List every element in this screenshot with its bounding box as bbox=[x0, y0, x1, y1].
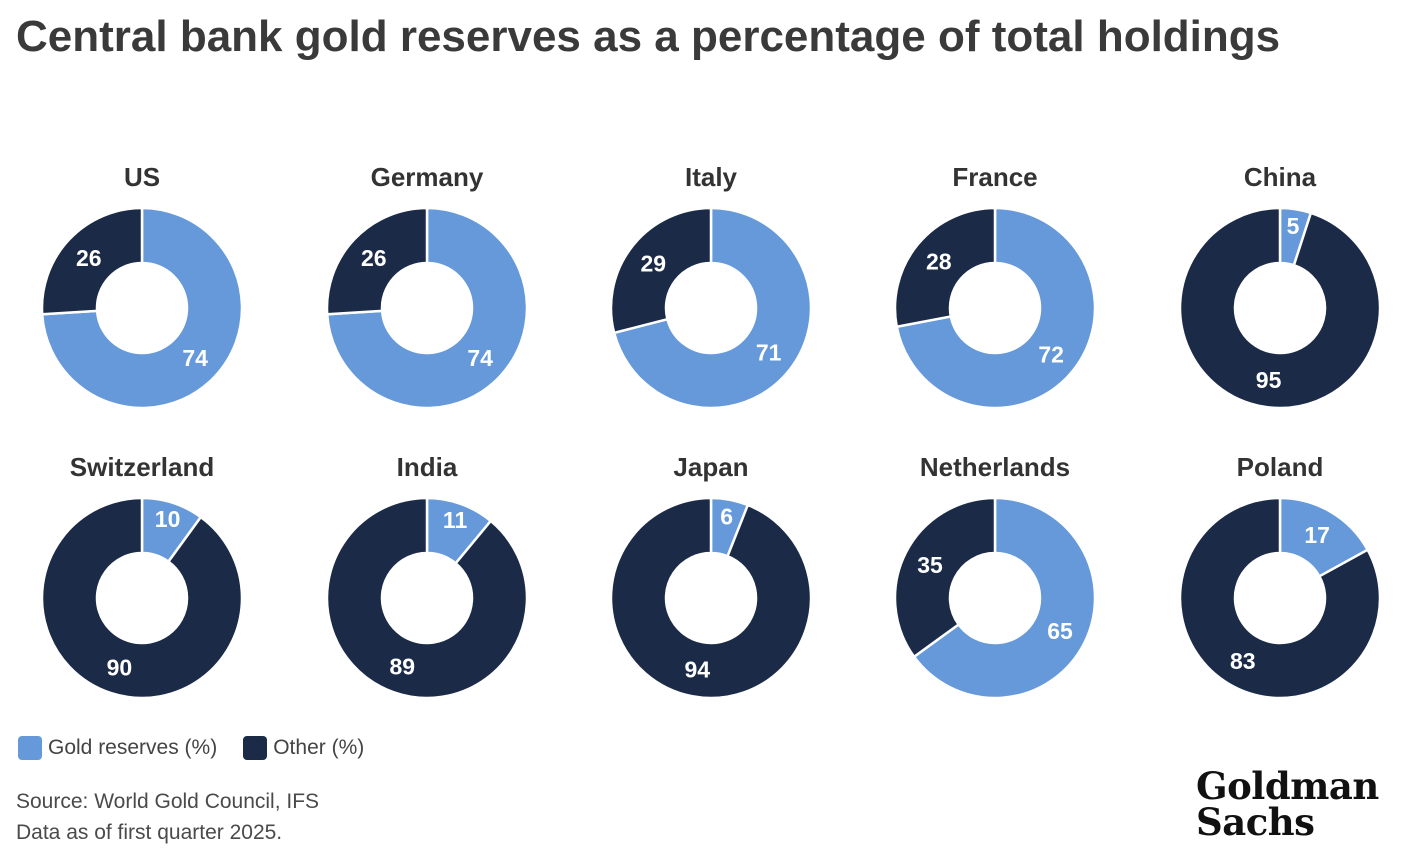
label-gold-germany: 74 bbox=[467, 345, 493, 371]
label-gold-france: 72 bbox=[1038, 342, 1064, 368]
source-note: Source: World Gold Council, IFS Data as … bbox=[16, 786, 319, 848]
donut-netherlands: Netherlands 65 35 bbox=[893, 452, 1097, 700]
chart-title-switzerland: Switzerland bbox=[70, 452, 214, 482]
donut-india: India 11 89 bbox=[325, 452, 529, 700]
slice-other-poland bbox=[1178, 496, 1382, 700]
slice-other-netherlands bbox=[893, 496, 997, 659]
slice-other-japan bbox=[609, 496, 813, 700]
label-other-china: 95 bbox=[1256, 367, 1282, 393]
label-other-netherlands: 35 bbox=[917, 552, 943, 578]
label-other-us: 26 bbox=[76, 245, 102, 271]
slice-other-china bbox=[1178, 206, 1382, 410]
donut-poland: Poland 17 83 bbox=[1178, 452, 1382, 700]
donut-charts: US 74 26 Germany 74 26 Italy 71 29 France 72 28 Chin… bbox=[40, 162, 1382, 700]
label-other-italy: 29 bbox=[641, 250, 667, 276]
label-gold-china: 5 bbox=[1287, 213, 1300, 239]
label-other-france: 28 bbox=[926, 249, 952, 275]
label-gold-india: 11 bbox=[443, 507, 468, 533]
label-gold-us: 74 bbox=[182, 345, 208, 371]
chart-title-poland: Poland bbox=[1237, 452, 1324, 482]
legend-swatch-gold bbox=[18, 736, 42, 760]
chart-title-china: China bbox=[1244, 162, 1317, 192]
donut-germany: Germany 74 26 bbox=[325, 162, 529, 410]
chart-title-us: US bbox=[124, 162, 160, 192]
label-gold-japan: 6 bbox=[720, 504, 733, 530]
slice-other-germany bbox=[325, 206, 429, 316]
donut-france: France 72 28 bbox=[893, 162, 1097, 410]
slice-gold-netherlands bbox=[912, 496, 1097, 700]
label-other-japan: 94 bbox=[685, 657, 711, 683]
donut-china: China 5 95 bbox=[1178, 162, 1382, 410]
goldman-sachs-logo: Goldman Sachs bbox=[1196, 764, 1379, 844]
chart-title-india: India bbox=[397, 452, 458, 482]
label-other-switzerland: 90 bbox=[107, 654, 133, 680]
slice-gold-italy bbox=[612, 206, 813, 410]
label-gold-switzerland: 10 bbox=[155, 506, 181, 532]
legend-label-gold: Gold reserves (%) bbox=[48, 736, 218, 759]
slice-other-us bbox=[40, 206, 144, 316]
label-other-india: 89 bbox=[390, 654, 416, 680]
chart-title-japan: Japan bbox=[673, 452, 748, 482]
label-gold-italy: 71 bbox=[756, 340, 782, 366]
chart-title-france: France bbox=[952, 162, 1037, 192]
chart-title-germany: Germany bbox=[371, 162, 484, 192]
logo-line-2: Sachs bbox=[1196, 800, 1315, 844]
slice-other-switzerland bbox=[40, 496, 244, 700]
legend-item-other: Other (%) bbox=[243, 736, 364, 760]
chart-title: Central bank gold reserves as a percenta… bbox=[16, 12, 1281, 61]
slice-other-france bbox=[893, 206, 997, 329]
slice-gold-germany bbox=[325, 206, 529, 410]
donut-japan: Japan 6 94 bbox=[609, 452, 813, 700]
label-other-germany: 26 bbox=[361, 245, 387, 271]
slice-gold-france bbox=[895, 206, 1097, 410]
slice-other-italy bbox=[609, 206, 713, 335]
chart-title-netherlands: Netherlands bbox=[920, 452, 1070, 482]
slice-gold-us bbox=[40, 206, 244, 410]
donut-italy: Italy 71 29 bbox=[609, 162, 813, 410]
donut-switzerland: Switzerland 10 90 bbox=[40, 452, 244, 700]
legend-item-gold: Gold reserves (%) bbox=[18, 736, 217, 760]
label-gold-poland: 17 bbox=[1304, 522, 1330, 548]
label-other-poland: 83 bbox=[1230, 648, 1256, 674]
logo-line-1: Goldman bbox=[1196, 764, 1379, 808]
legend-label-other: Other (%) bbox=[273, 736, 365, 759]
chart-title-italy: Italy bbox=[685, 162, 738, 192]
legend: Gold reserves (%) Other (%) bbox=[18, 733, 390, 763]
slice-other-india bbox=[325, 496, 529, 700]
data-date-line: Data as of first quarter 2025. bbox=[16, 821, 283, 844]
legend-swatch-other bbox=[243, 736, 268, 760]
source-line: Source: World Gold Council, IFS bbox=[16, 790, 320, 813]
label-gold-netherlands: 65 bbox=[1047, 618, 1073, 644]
donut-us: US 74 26 bbox=[40, 162, 244, 410]
